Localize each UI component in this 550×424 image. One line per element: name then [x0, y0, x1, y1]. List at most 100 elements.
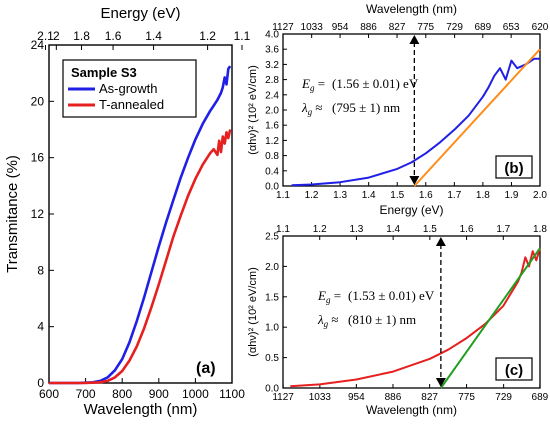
series-line-t-annealed — [49, 129, 232, 385]
x-tick-label: 689 — [532, 392, 549, 403]
y-tick-label: 2.4 — [265, 90, 279, 101]
top-tick-label: 954 — [332, 22, 349, 33]
x-tick-label: 886 — [385, 392, 402, 403]
y-tick-label: 1.0 — [265, 323, 279, 334]
top-tick-label: 1.8 — [73, 29, 90, 43]
y-tick-label: 0.5 — [265, 353, 279, 364]
top-axis-label: Energy (eV) — [100, 5, 180, 22]
x-tick-label: 1.6 — [419, 190, 433, 201]
annotation-eg-symbol: Eg = — [301, 76, 325, 93]
top-tick-label: 729 — [446, 22, 463, 33]
y-tick-label: 24 — [31, 38, 45, 52]
y-tick-label: 1.5 — [265, 292, 279, 303]
annotation: Eg = (1.53 ± 0.01) eV λg ≈ (810 ± 1) nm — [317, 288, 435, 329]
top-tick-label: 1.1 — [234, 29, 251, 43]
annotation-eg-value: (1.56 ± 0.01) eV — [332, 76, 419, 91]
annotation-lambda-value: (795 ± 1) nm — [332, 100, 400, 115]
x-tick-label: 1100 — [219, 387, 245, 401]
x-tick-label: 1.2 — [305, 190, 319, 201]
y-tick-label: 4.0 — [265, 30, 279, 41]
x-tick-label: 954 — [348, 392, 365, 403]
top-tick-label: 1.7 — [496, 224, 510, 235]
x-tick-label: 775 — [458, 392, 475, 403]
top-tick-label: 620 — [532, 22, 549, 33]
top-tick-label: 1.8 — [533, 224, 547, 235]
annotation-eg-symbol: Eg = — [317, 288, 341, 305]
top-tick-label: 1033 — [301, 22, 324, 33]
y-tick-label: 8 — [37, 263, 44, 277]
y-tick-label: 0.4 — [265, 166, 279, 177]
y-tick-label: 1.6 — [265, 121, 279, 132]
y-tick-label: 0.8 — [265, 151, 279, 162]
x-tick-label: 800 — [112, 387, 132, 401]
x-tick-label: 2.0 — [533, 190, 547, 201]
series-line-data — [291, 57, 540, 187]
top-tick-label: 2 — [53, 29, 60, 43]
y-tick-label: 4 — [37, 320, 44, 334]
top-tick-label: 1.1 — [276, 224, 290, 235]
y-tick-label: 2.0 — [265, 106, 279, 117]
panel-b: 0.0 0.4 0.8 1.2 1.6 2.0 2.4 2.8 3.2 3.6 4.0 1.1 1.2 1… — [247, 2, 549, 217]
x-tick-label: 1.7 — [447, 190, 461, 201]
annotation-lambda-value: (810 ± 1) nm — [348, 312, 416, 327]
marker-arrow-up — [435, 237, 446, 246]
y-tick-label: 0 — [37, 376, 44, 390]
y-tick-label: 2.0 — [265, 262, 279, 273]
x-tick-label: 729 — [495, 392, 512, 403]
y-axis-label: (αhν)² (10² eV/cm) — [247, 267, 259, 356]
legend-entry: T-annealed — [99, 97, 164, 112]
marker-arrow-down — [409, 176, 420, 185]
x-axis-label: Wavelength (nm) — [84, 401, 198, 418]
top-tick-label: 827 — [389, 22, 406, 33]
y-tick-label: 20 — [31, 94, 45, 108]
y-tick-label: 0.0 — [265, 182, 279, 193]
x-tick-label: 1.9 — [504, 190, 518, 201]
top-tick-label: 886 — [360, 22, 377, 33]
y-axis-label: (αhν)² (10² eV/cm) — [247, 65, 259, 154]
top-tick-label: 1.6 — [105, 29, 122, 43]
panel-a: 600 700 800 900 1000 1100 0 4 8 12 16 20 242.1 2 1.8 1.… — [4, 5, 251, 418]
x-tick-label: 1.5 — [390, 190, 404, 201]
top-tick-label: 1127 — [272, 22, 294, 33]
series-line-fit — [440, 247, 541, 389]
panel-c: 0.0 0.5 1.0 1.5 2.0 2.5 1127 1033 954 886 827 775 72… — [247, 224, 549, 417]
top-tick-label: 1.6 — [460, 224, 474, 235]
y-axis-label: Transmitance (%) — [4, 155, 21, 273]
y-tick-label: 16 — [31, 151, 45, 165]
legend-title: Sample S3 — [71, 65, 137, 80]
x-tick-label: 1127 — [272, 392, 294, 403]
x-tick-label: 1.8 — [476, 190, 490, 201]
x-axis-label: Wavelength (nm) — [366, 403, 457, 417]
panel-label: (a) — [196, 360, 216, 377]
series-line-as-growth — [49, 65, 232, 385]
top-tick-label: 1.2 — [199, 29, 216, 43]
series-line-fit — [413, 48, 541, 187]
legend-entry: As-growth — [99, 81, 158, 96]
panel-c-frame — [282, 235, 541, 389]
top-tick-label: 2.1 — [37, 29, 54, 43]
x-tick-label: 600 — [39, 387, 59, 401]
x-tick-label: 827 — [421, 392, 438, 403]
panel-label-box — [495, 155, 533, 179]
top-tick-label: 1.4 — [386, 224, 400, 235]
x-tick-label: 1033 — [309, 392, 332, 403]
annotation: Eg = (1.56 ± 0.01) eV λg ≈ (795 ± 1) nm — [301, 76, 419, 117]
x-tick-label: 1000 — [182, 387, 209, 401]
panel-label: (c) — [505, 362, 523, 379]
x-axis-label: Energy (eV) — [379, 203, 443, 217]
top-tick-label: 689 — [474, 22, 491, 33]
y-tick-label: 3.6 — [265, 45, 279, 56]
x-tick-label: 1.3 — [333, 190, 347, 201]
annotation-eg-value: (1.53 ± 0.01) eV — [348, 288, 435, 303]
y-tick-label: 2.8 — [265, 75, 279, 86]
annotation-lambda-symbol: λg ≈ — [301, 100, 323, 117]
top-axis-label: Wavelength (nm) — [366, 2, 457, 16]
x-tick-label: 1.4 — [362, 190, 376, 201]
top-tick-label: 1.5 — [423, 224, 437, 235]
top-tick-label: 1.2 — [313, 224, 327, 235]
x-tick-label: 900 — [149, 387, 169, 401]
top-tick-label: 1.3 — [349, 224, 363, 235]
panel-label: (b) — [504, 160, 523, 177]
